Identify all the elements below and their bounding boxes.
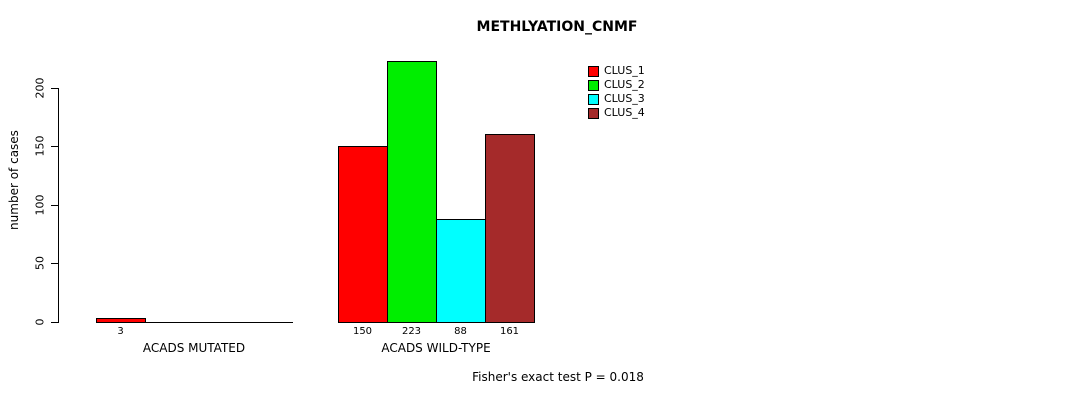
x-group-label: ACADS WILD-TYPE — [381, 341, 491, 355]
y-axis-tick — [51, 322, 58, 323]
fisher-test-annotation: Fisher's exact test P = 0.018 — [472, 370, 644, 384]
legend-swatch-clus-4 — [588, 108, 599, 119]
y-axis-tick — [51, 263, 58, 264]
legend-swatch-clus-2 — [588, 80, 599, 91]
legend-swatch-clus-3 — [588, 94, 599, 105]
bar-clus-4-acads-wild-type — [485, 134, 535, 323]
legend-label-clus-2: CLUS_2 — [604, 78, 645, 91]
y-axis-tick — [51, 205, 58, 206]
bar-clus-1-acads-mutated — [96, 318, 146, 323]
legend-swatch-clus-1 — [588, 66, 599, 77]
y-axis-title: number of cases — [7, 130, 21, 230]
y-axis-line — [58, 88, 59, 323]
legend-label-clus-4: CLUS_4 — [604, 106, 645, 119]
bar-value-label: 223 — [401, 326, 422, 337]
zero-bar-clus-4-acads-mutated — [243, 322, 293, 323]
bar-value-label: 161 — [499, 326, 520, 337]
y-axis-tick — [51, 146, 58, 147]
bar-clus-3-acads-wild-type — [436, 219, 486, 323]
y-tick-label: 200 — [33, 77, 47, 99]
y-tick-label: 50 — [33, 256, 47, 270]
x-group-label: ACADS MUTATED — [142, 341, 246, 355]
zero-bar-clus-2-acads-mutated — [145, 322, 195, 323]
bar-clus-1-acads-wild-type — [338, 146, 388, 323]
legend-label-clus-1: CLUS_1 — [604, 64, 645, 77]
legend-label-clus-3: CLUS_3 — [604, 92, 645, 105]
y-tick-label: 150 — [33, 135, 47, 157]
zero-bar-clus-3-acads-mutated — [194, 322, 244, 323]
y-tick-label: 100 — [33, 194, 47, 216]
bar-value-label: 150 — [352, 326, 373, 337]
y-tick-label: 0 — [33, 318, 47, 326]
bar-value-label: 88 — [454, 326, 467, 337]
bar-value-label: 3 — [117, 326, 124, 337]
chart-title: METHLYATION_CNMF — [476, 19, 638, 35]
bar-clus-2-acads-wild-type — [387, 61, 437, 323]
y-axis-tick — [51, 88, 58, 89]
